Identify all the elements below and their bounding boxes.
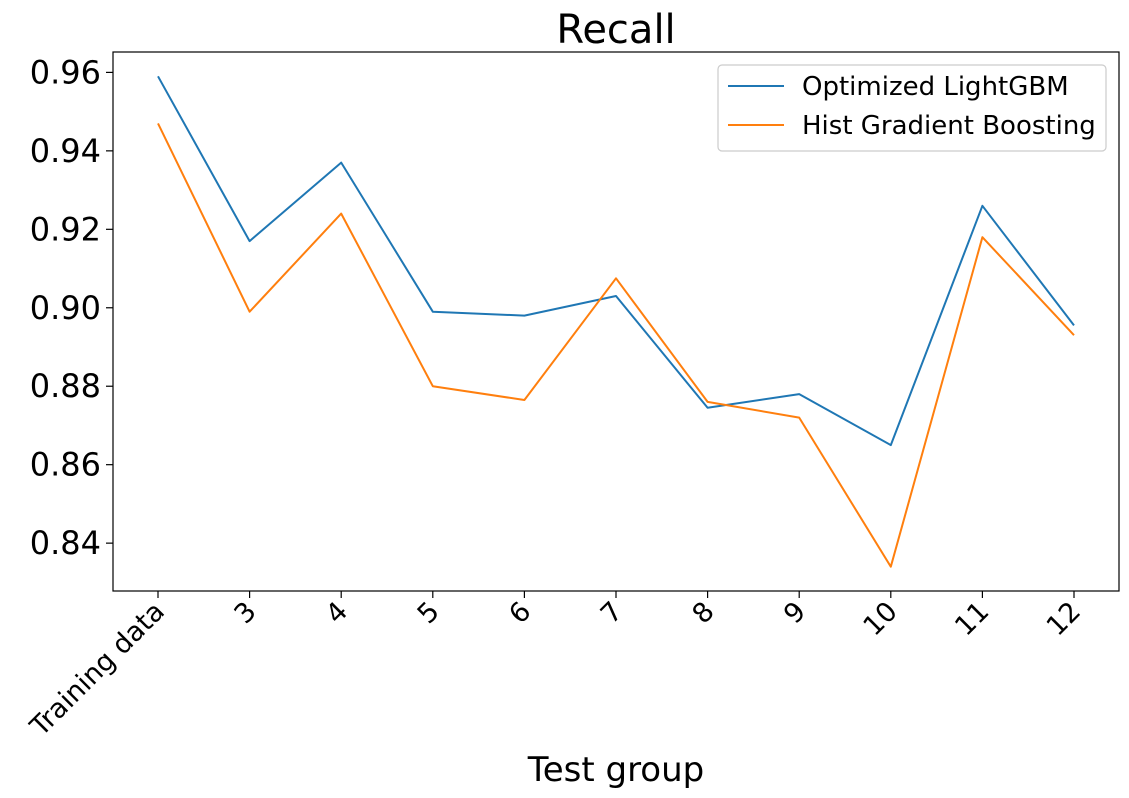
x-axis-label: Test group	[527, 750, 705, 790]
x-tick-label-0: Training data	[24, 596, 171, 743]
y-tick-label-4: 0.92	[30, 210, 101, 248]
x-tick-label-8: 10	[858, 596, 904, 642]
x-tick-label-10: 12	[1041, 596, 1087, 642]
x-tick-label-7: 9	[778, 596, 812, 630]
y-tick-label-2: 0.88	[30, 367, 101, 405]
x-tick-label-6: 8	[686, 596, 720, 630]
x-tick-label-1: 3	[228, 596, 262, 630]
x-tick-label-5: 7	[595, 596, 629, 630]
y-tick-label-1: 0.86	[30, 446, 101, 484]
y-tick-label-5: 0.94	[30, 132, 101, 170]
legend-label-1: Hist Gradient Boosting	[802, 111, 1096, 141]
legend-label-0: Optimized LightGBM	[802, 72, 1069, 102]
x-tick-label-2: 4	[320, 596, 354, 630]
plot-frame	[112, 51, 1120, 592]
chart-title: Recall	[556, 7, 675, 53]
legend: Optimized LightGBM Hist Gradient Boosting	[717, 64, 1107, 152]
x-tick-label-3: 5	[412, 596, 446, 630]
series-line-1	[157, 122, 1075, 568]
y-tick-label-0: 0.84	[30, 524, 101, 562]
x-tick-label-4: 6	[503, 596, 537, 630]
series-line-0	[157, 75, 1075, 447]
plot-area: 0.84 0.86 0.88 0.90 0.92 0.94 0.96 Training dat…	[24, 53, 1087, 743]
legend-frame	[717, 64, 1107, 152]
y-tick-label-6: 0.96	[30, 53, 101, 91]
y-tick-label-3: 0.90	[30, 289, 101, 327]
x-tick-label-9: 11	[949, 596, 995, 642]
